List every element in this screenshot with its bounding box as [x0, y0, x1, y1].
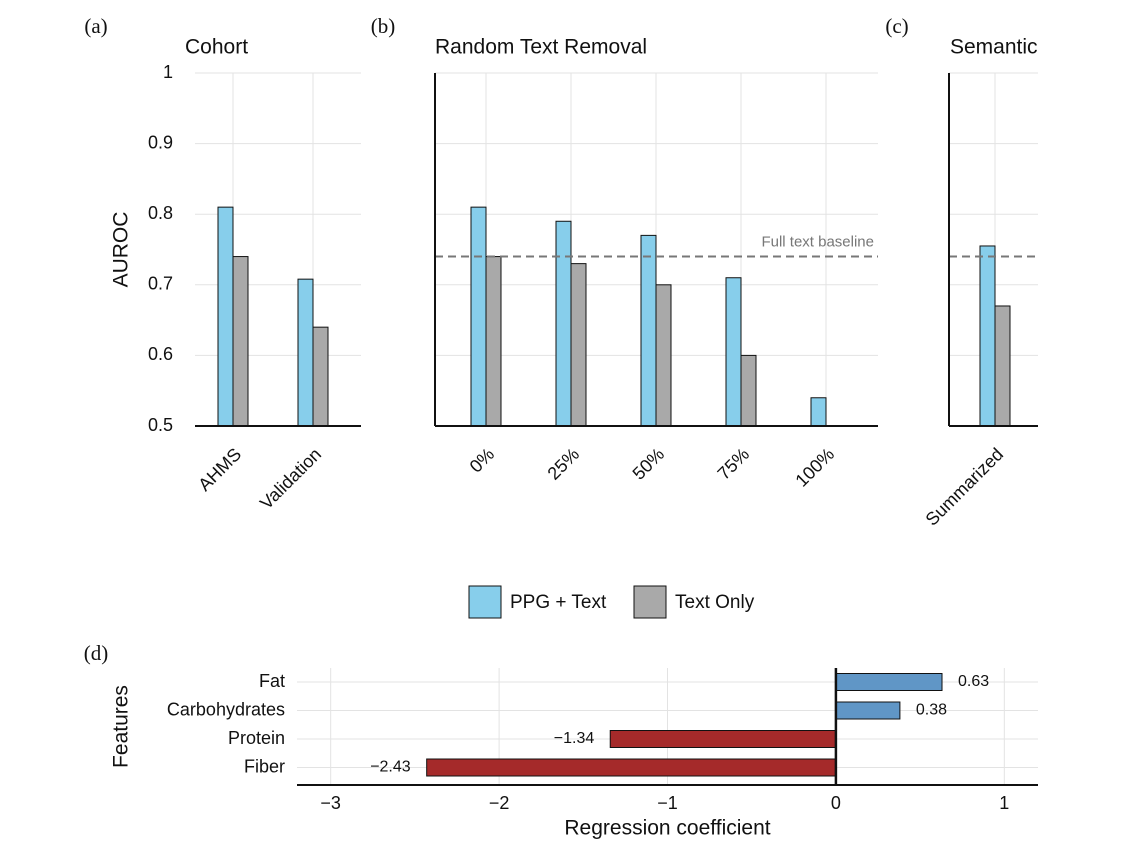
- x-tick-label: 25%: [544, 444, 584, 484]
- y-tick-label: 0.9: [148, 132, 173, 152]
- y-tick-label: 0.6: [148, 344, 173, 364]
- panel-title: Semantic: [950, 36, 1038, 59]
- x-tick-label: 0%: [466, 444, 499, 477]
- y-tick-label: 0.8: [148, 203, 173, 223]
- x-tick-label: Summarized: [922, 444, 1008, 530]
- panel-label: (c): [885, 14, 908, 38]
- x-tick-label: 100%: [791, 444, 838, 491]
- y-tick-label: 1: [163, 62, 173, 82]
- y-axis-title: Features: [110, 685, 133, 768]
- bar: [217, 206, 234, 427]
- y-tick-label: Carbohydrates: [167, 699, 285, 719]
- bar: [994, 305, 1011, 427]
- y-tick-label: Fat: [259, 671, 285, 691]
- bar: [835, 673, 943, 691]
- panel-title: Random Text Removal: [435, 36, 647, 59]
- value-label: 0.38: [916, 702, 947, 719]
- bar: [740, 354, 757, 427]
- y-tick-label: 0.5: [148, 415, 173, 435]
- x-tick-label: −2: [489, 793, 510, 813]
- x-tick-label: AHMS: [194, 444, 245, 495]
- bar: [232, 256, 249, 427]
- y-tick-label: 0.7: [148, 274, 173, 294]
- bar: [470, 206, 487, 427]
- y-tick-label: Fiber: [244, 756, 285, 776]
- y-axis-title: AUROC: [110, 212, 133, 288]
- value-label: −2.43: [370, 759, 411, 776]
- x-axis-title: Regression coefficient: [564, 817, 770, 840]
- bar: [979, 245, 996, 427]
- panel-title: Cohort: [185, 36, 248, 59]
- x-tick-label: 0: [831, 793, 841, 813]
- bar: [570, 263, 587, 427]
- bar: [312, 326, 329, 427]
- legend-swatch: [468, 585, 502, 619]
- bar: [655, 284, 672, 427]
- x-tick-label: Validation: [256, 444, 325, 513]
- x-tick-label: 1: [999, 793, 1009, 813]
- bar: [555, 220, 572, 427]
- bar: [426, 758, 837, 777]
- bar: [725, 277, 742, 427]
- bar: [609, 730, 837, 748]
- value-label: 0.63: [958, 673, 989, 690]
- baseline-label: Full text baseline: [761, 234, 874, 251]
- panel-label: (a): [84, 14, 107, 38]
- bar: [835, 701, 901, 720]
- bar: [640, 234, 657, 427]
- legend-label: Text Only: [675, 592, 755, 613]
- bar: [810, 397, 827, 427]
- bar: [297, 278, 314, 427]
- value-label: −1.34: [554, 730, 595, 747]
- y-tick-label: Protein: [228, 728, 285, 748]
- x-tick-label: −1: [657, 793, 678, 813]
- panel-label: (d): [84, 641, 109, 665]
- panel-label: (b): [371, 14, 396, 38]
- x-tick-label: −3: [320, 793, 341, 813]
- legend-label: PPG + Text: [510, 592, 607, 613]
- bar: [485, 256, 502, 427]
- x-tick-label: 50%: [629, 444, 669, 484]
- x-tick-label: 75%: [714, 444, 754, 484]
- legend-swatch: [633, 585, 667, 619]
